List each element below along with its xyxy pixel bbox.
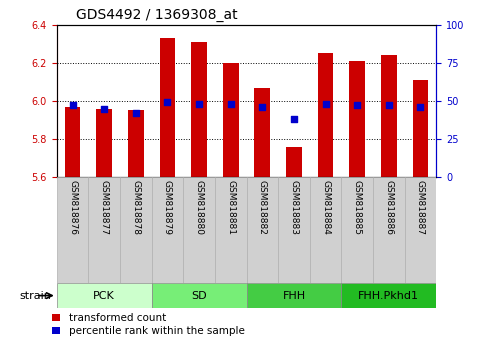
Point: [195, 101, 203, 107]
Bar: [191, 42, 207, 177]
Bar: [223, 63, 239, 177]
Bar: [373, 177, 405, 283]
Text: GSM818885: GSM818885: [352, 180, 362, 235]
Text: GSM818876: GSM818876: [68, 180, 77, 235]
Text: FHH.Pkhd1: FHH.Pkhd1: [358, 291, 420, 301]
Bar: [317, 53, 333, 177]
Bar: [405, 177, 436, 283]
Bar: [65, 107, 80, 177]
Bar: [246, 177, 278, 283]
Text: GSM818886: GSM818886: [385, 180, 393, 235]
Bar: [310, 177, 341, 283]
Text: strain: strain: [20, 291, 52, 301]
Text: GSM818884: GSM818884: [321, 180, 330, 235]
Bar: [381, 55, 397, 177]
Text: GSM818887: GSM818887: [416, 180, 425, 235]
Bar: [128, 110, 143, 177]
Bar: [413, 80, 428, 177]
Bar: [183, 177, 215, 283]
Bar: [246, 283, 341, 308]
Point: [164, 99, 172, 105]
Bar: [88, 177, 120, 283]
Text: FHH: FHH: [282, 291, 306, 301]
Point: [132, 110, 140, 116]
Bar: [254, 87, 270, 177]
Point: [227, 101, 235, 107]
Bar: [341, 177, 373, 283]
Text: GSM818878: GSM818878: [131, 180, 141, 235]
Text: PCK: PCK: [93, 291, 115, 301]
Point: [69, 103, 76, 108]
Point: [417, 104, 424, 110]
Text: GSM818882: GSM818882: [258, 180, 267, 235]
Bar: [152, 283, 246, 308]
Text: GSM818883: GSM818883: [289, 180, 298, 235]
Text: GSM818877: GSM818877: [100, 180, 108, 235]
Point: [258, 104, 266, 110]
Bar: [120, 177, 152, 283]
Bar: [57, 283, 152, 308]
Bar: [96, 108, 112, 177]
Bar: [160, 38, 176, 177]
Point: [100, 106, 108, 112]
Point: [321, 101, 329, 107]
Text: GDS4492 / 1369308_at: GDS4492 / 1369308_at: [76, 8, 237, 22]
Legend: transformed count, percentile rank within the sample: transformed count, percentile rank withi…: [52, 313, 245, 336]
Text: GSM818880: GSM818880: [195, 180, 204, 235]
Bar: [278, 177, 310, 283]
Point: [353, 103, 361, 108]
Bar: [341, 283, 436, 308]
Text: SD: SD: [191, 291, 207, 301]
Bar: [215, 177, 246, 283]
Bar: [152, 177, 183, 283]
Text: GSM818879: GSM818879: [163, 180, 172, 235]
Text: GSM818881: GSM818881: [226, 180, 235, 235]
Bar: [57, 177, 88, 283]
Point: [385, 103, 393, 108]
Bar: [350, 61, 365, 177]
Bar: [286, 147, 302, 177]
Point: [290, 116, 298, 122]
